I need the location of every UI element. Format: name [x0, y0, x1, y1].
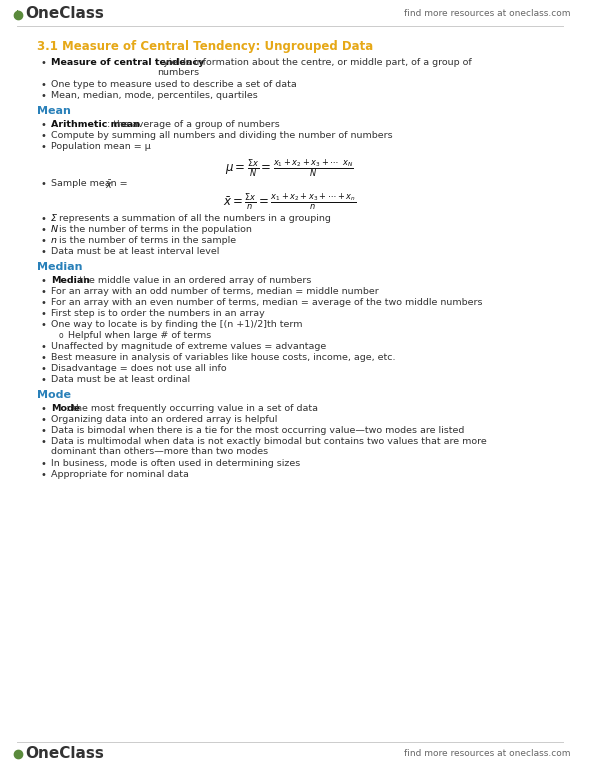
- Text: In business, mode is often used in determining sizes: In business, mode is often used in deter…: [51, 459, 300, 468]
- Text: represents a summation of all the numbers in a grouping: represents a summation of all the number…: [56, 214, 331, 223]
- Text: Data must be at least interval level: Data must be at least interval level: [51, 247, 219, 256]
- Text: Best measure in analysis of variables like house costs, income, age, etc.: Best measure in analysis of variables li…: [51, 353, 395, 362]
- Text: Appropriate for nominal data: Appropriate for nominal data: [51, 470, 189, 479]
- Text: First step is to order the numbers in an array: First step is to order the numbers in an…: [51, 309, 264, 318]
- Text: o: o: [58, 331, 63, 340]
- Text: Data is bimodal when there is a tie for the most occurring value—two modes are l: Data is bimodal when there is a tie for …: [51, 426, 464, 435]
- Text: •: •: [41, 470, 47, 480]
- Text: Median: Median: [37, 262, 83, 272]
- Text: n: n: [51, 236, 57, 245]
- Text: : the middle value in an ordered array of numbers: : the middle value in an ordered array o…: [73, 276, 312, 285]
- Text: Mean, median, mode, percentiles, quartiles: Mean, median, mode, percentiles, quartil…: [51, 91, 258, 100]
- Text: : the average of a group of numbers: : the average of a group of numbers: [107, 120, 280, 129]
- Text: Population mean = μ: Population mean = μ: [51, 142, 151, 151]
- Text: •: •: [41, 298, 47, 308]
- Text: Σ: Σ: [51, 214, 57, 223]
- Text: Unaffected by magnitude of extreme values = advantage: Unaffected by magnitude of extreme value…: [51, 342, 326, 351]
- Text: •: •: [41, 276, 47, 286]
- Text: •: •: [41, 320, 47, 330]
- Text: •: •: [41, 247, 47, 257]
- Text: $\bar{x} = \frac{\Sigma x}{n} = \frac{x_1 + x_2 + x_3 + \cdots + x_n}{n}$: $\bar{x} = \frac{\Sigma x}{n} = \frac{x_…: [223, 192, 356, 213]
- Text: •: •: [41, 120, 47, 130]
- Text: is the number of terms in the population: is the number of terms in the population: [56, 225, 252, 234]
- Text: Helpful when large # of terms: Helpful when large # of terms: [68, 331, 211, 340]
- Text: Sample mean =: Sample mean =: [51, 179, 130, 188]
- Text: •: •: [41, 287, 47, 297]
- Text: •: •: [41, 342, 47, 352]
- Text: •: •: [41, 91, 47, 101]
- Text: One way to locate is by finding the [(n +1)/2]th term: One way to locate is by finding the [(n …: [51, 320, 302, 329]
- Text: •: •: [41, 426, 47, 436]
- Text: •: •: [41, 375, 47, 385]
- Text: •: •: [41, 131, 47, 141]
- Text: For an array with an even number of terms, median = average of the two middle nu: For an array with an even number of term…: [51, 298, 482, 307]
- Text: Median: Median: [51, 276, 90, 285]
- Text: Arithmetic mean: Arithmetic mean: [51, 120, 140, 129]
- Text: is the number of terms in the sample: is the number of terms in the sample: [56, 236, 236, 245]
- Text: Mode: Mode: [51, 404, 80, 413]
- Text: Mode: Mode: [37, 390, 71, 400]
- Text: : yields information about the centre, or middle part, of a group of
numbers: : yields information about the centre, o…: [157, 58, 472, 78]
- Text: : the most frequently occurring value in a set of data: : the most frequently occurring value in…: [65, 404, 318, 413]
- Text: •: •: [41, 353, 47, 363]
- Text: •: •: [41, 364, 47, 374]
- Text: find more resources at oneclass.com: find more resources at oneclass.com: [404, 749, 571, 758]
- Text: •: •: [41, 58, 47, 68]
- Text: Organizing data into an ordered array is helpful: Organizing data into an ordered array is…: [51, 415, 277, 424]
- Text: One type to measure used to describe a set of data: One type to measure used to describe a s…: [51, 80, 296, 89]
- Text: •: •: [41, 437, 47, 447]
- Text: OneClass: OneClass: [26, 5, 104, 21]
- Text: •: •: [41, 459, 47, 469]
- Text: •: •: [41, 214, 47, 224]
- Text: find more resources at oneclass.com: find more resources at oneclass.com: [404, 8, 571, 18]
- Text: N: N: [51, 225, 58, 234]
- Text: •: •: [41, 236, 47, 246]
- Text: Compute by summing all numbers and dividing the number of numbers: Compute by summing all numbers and divid…: [51, 131, 392, 140]
- Text: •: •: [41, 179, 47, 189]
- Text: •: •: [41, 415, 47, 425]
- Text: Data is multimodal when data is not exactly bimodal but contains two values that: Data is multimodal when data is not exac…: [51, 437, 487, 457]
- Text: •: •: [41, 80, 47, 90]
- Text: Disadvantage = does not use all info: Disadvantage = does not use all info: [51, 364, 226, 373]
- Text: $\mu = \frac{\Sigma x}{N} = \frac{x_1 + x_2 + x_3 + \cdots \;\; x_N}{N}$: $\mu = \frac{\Sigma x}{N} = \frac{x_1 + …: [225, 157, 354, 179]
- Text: For an array with an odd number of terms, median = middle number: For an array with an odd number of terms…: [51, 287, 378, 296]
- Text: Data must be at least ordinal: Data must be at least ordinal: [51, 375, 190, 384]
- Text: •: •: [41, 309, 47, 319]
- Text: •: •: [41, 404, 47, 414]
- Text: •: •: [41, 142, 47, 152]
- Text: $\bar{x}$: $\bar{x}$: [105, 179, 114, 191]
- Text: OneClass: OneClass: [26, 746, 104, 762]
- Text: Mean: Mean: [37, 106, 71, 116]
- Text: 3.1 Measure of Central Tendency: Ungrouped Data: 3.1 Measure of Central Tendency: Ungroup…: [37, 40, 373, 53]
- Text: •: •: [41, 225, 47, 235]
- Text: Measure of central tendency: Measure of central tendency: [51, 58, 204, 67]
